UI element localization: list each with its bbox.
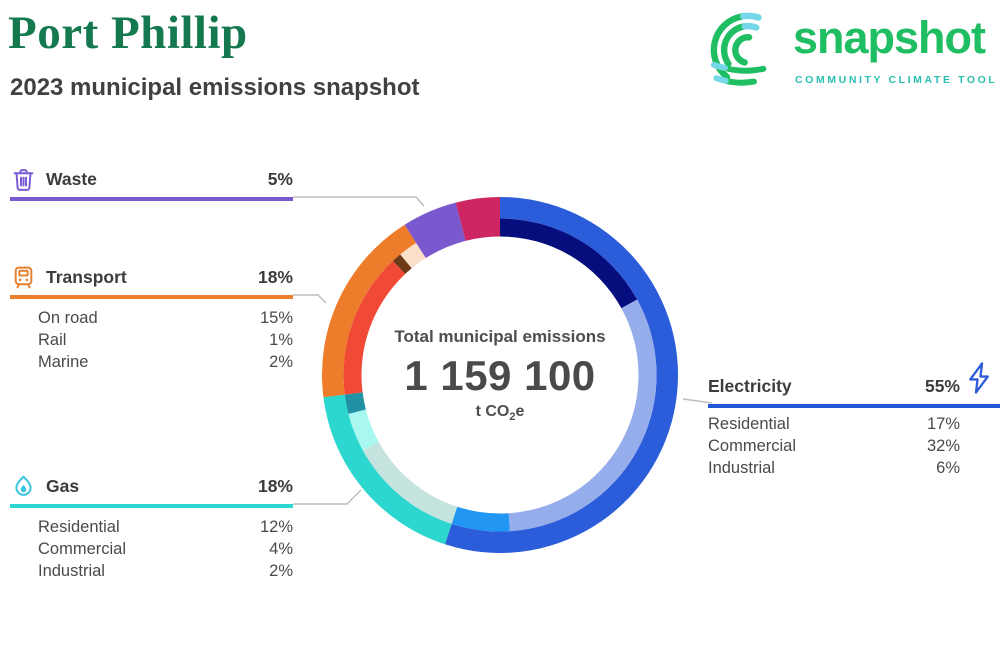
donut-segment-transport-on-road (343, 260, 406, 395)
sub-label: On road (38, 309, 98, 327)
snapshot-logo: snapshot COMMUNITY CLIMATE TOOL (705, 2, 1000, 106)
sub-row-industrial: Industrial 2% (38, 560, 293, 582)
sub-value: 17% (926, 415, 960, 433)
panel-waste: Waste 5% (10, 166, 293, 201)
donut-segment-electricity-commercial (508, 299, 657, 532)
sub-value: 15% (259, 309, 293, 327)
donut-segment-unlabeled (455, 197, 500, 241)
category-bar-gas (10, 504, 293, 508)
donut-rings (322, 197, 678, 553)
snapshot-tagline: COMMUNITY CLIMATE TOOL (795, 74, 998, 86)
sub-value: 2% (269, 353, 293, 371)
donut-segment-transport-marine (400, 242, 426, 269)
sub-value: 6% (936, 459, 960, 477)
flame-icon (10, 473, 36, 499)
trash-icon (10, 166, 36, 192)
panel-gas-header: Gas 18% (10, 473, 293, 499)
sub-label: Industrial (38, 562, 105, 580)
sub-label: Residential (38, 518, 120, 536)
lightning-icon (964, 361, 994, 395)
sub-value: 2% (269, 562, 293, 580)
category-label-gas: Gas (46, 475, 80, 496)
panel-transport: Transport 18% On road 15% Rail 1% Marine 2% (10, 264, 293, 373)
panel-gas: Gas 18% Residential 12% Commercial 4% Indust… (10, 473, 293, 582)
sub-value: 32% (926, 437, 960, 455)
sub-row-on-road: On road 15% (38, 307, 293, 329)
panel-electricity: Electricity 55% Residential 17% Commercial… (708, 362, 1000, 479)
donut-segment-gas-industrial (344, 392, 366, 414)
page-title: Port Phillip (8, 7, 248, 59)
sub-row-residential: Residential 17% (708, 413, 960, 435)
category-pct-waste: 5% (267, 168, 293, 189)
panel-electricity-header: Electricity 55% (708, 373, 960, 399)
category-bar-transport (10, 295, 293, 299)
sub-value: 4% (269, 540, 293, 558)
category-bar-waste (10, 197, 293, 201)
sub-label: Industrial (708, 459, 775, 477)
snapshot-logo-icon (710, 12, 767, 86)
sub-row-commercial: Commercial 32% (708, 435, 960, 457)
donut-chart: Total municipal emissions 1 159 100 t CO… (322, 197, 678, 553)
panel-waste-header: Waste 5% (10, 166, 293, 192)
sub-row-rail: Rail 1% (38, 329, 293, 351)
electricity-subcategories: Residential 17% Commercial 32% Industrial 6% (708, 413, 960, 479)
donut-segment-transport-rail (392, 254, 412, 275)
donut-segment-waste (404, 202, 466, 259)
category-pct-transport: 18% (257, 266, 293, 287)
donut-segment-electricity-industrial (451, 506, 510, 532)
donut-segment-gas (323, 394, 452, 545)
donut-segment-gas-residential (362, 441, 458, 524)
sub-row-marine: Marine 2% (38, 351, 293, 373)
panel-transport-header: Transport 18% (10, 264, 293, 290)
donut-center: Total municipal emissions 1 159 100 t CO… (370, 327, 630, 423)
category-bar-electricity (708, 404, 1000, 408)
donut-center-label: Total municipal emissions (394, 326, 606, 346)
sub-label: Marine (38, 353, 89, 371)
sub-label: Commercial (38, 540, 127, 558)
donut-total-value: 1 159 100 (404, 351, 596, 399)
page-subtitle: 2023 municipal emissions snapshot (10, 74, 420, 101)
sub-label: Residential (708, 415, 790, 433)
sub-label: Commercial (708, 437, 797, 455)
sub-row-residential: Residential 12% (38, 516, 293, 538)
donut-segment-electricity-residential (500, 218, 638, 309)
category-label-waste: Waste (46, 168, 97, 189)
sub-row-commercial: Commercial 4% (38, 538, 293, 560)
sub-row-industrial: Industrial 6% (708, 457, 960, 479)
snapshot-wordmark: snapshot (793, 12, 986, 63)
category-pct-gas: 18% (257, 475, 293, 496)
donut-segment-gas-commercial (348, 409, 379, 451)
category-label-electricity: Electricity (708, 375, 792, 396)
donut-segment-transport (322, 224, 417, 398)
category-pct-electricity: 55% (924, 375, 960, 396)
sub-value: 12% (259, 518, 293, 536)
transport-subcategories: On road 15% Rail 1% Marine 2% (38, 307, 293, 373)
category-label-transport: Transport (46, 266, 127, 287)
train-icon (10, 264, 36, 290)
sub-label: Rail (38, 331, 67, 349)
gas-subcategories: Residential 12% Commercial 4% Industrial 2% (38, 516, 293, 582)
donut-unit: t CO2e (475, 402, 525, 424)
sub-value: 1% (269, 331, 293, 349)
